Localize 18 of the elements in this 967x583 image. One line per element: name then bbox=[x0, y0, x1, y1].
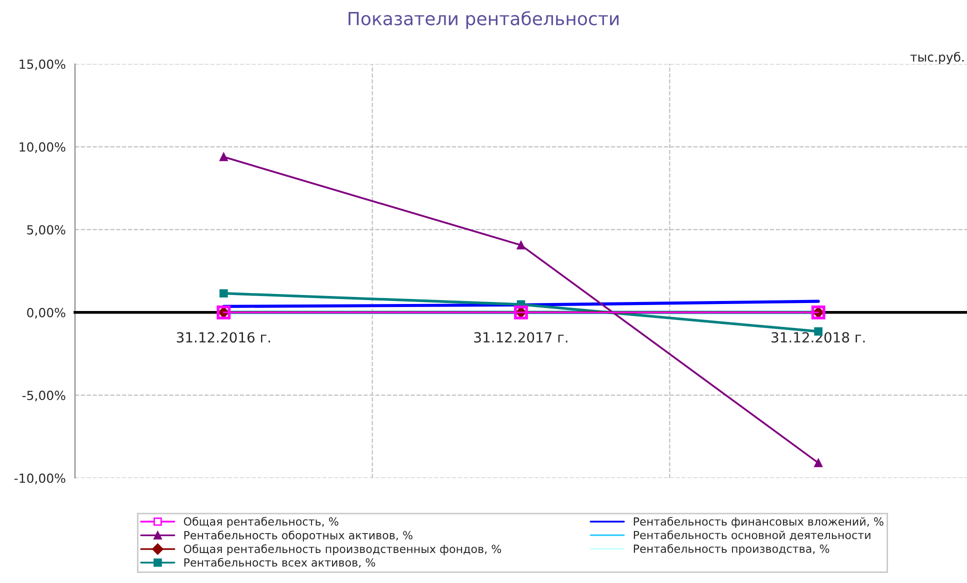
y-tick-label: 15,00% bbox=[20, 59, 66, 70]
legend-label: Рентабельность производства, % bbox=[634, 544, 830, 556]
legend-label: Рентабельность оборотных активов, % bbox=[184, 530, 412, 542]
y-tick-label: 10,00% bbox=[20, 142, 66, 153]
y-tick-label: -10,00% bbox=[14, 473, 66, 484]
y-tick-label: 0,00% bbox=[27, 308, 66, 319]
annotation: тыс.руб. bbox=[910, 52, 964, 64]
legend-label: Рентабельность всех активов, % bbox=[184, 558, 376, 568]
legend-label: Рентабельность финансовых вложений, % bbox=[634, 516, 884, 528]
x-tick-label: 31.12.2017 г. bbox=[474, 332, 568, 343]
chart-title: Показатели рентабельности bbox=[348, 11, 619, 29]
y-tick-label: -5,00% bbox=[22, 390, 66, 402]
y-tick-label: 5,00% bbox=[27, 225, 66, 236]
legend-label: Рентабельность основной деятельности bbox=[634, 530, 870, 541]
legend-label: Общая рентабельность производственных фондов, % bbox=[184, 544, 502, 556]
legend-label: Общая рентабельность, % bbox=[184, 516, 338, 528]
x-tick-label: 31.12.2016 г. bbox=[176, 332, 270, 343]
x-tick-label: 31.12.2018 г. bbox=[772, 332, 865, 343]
